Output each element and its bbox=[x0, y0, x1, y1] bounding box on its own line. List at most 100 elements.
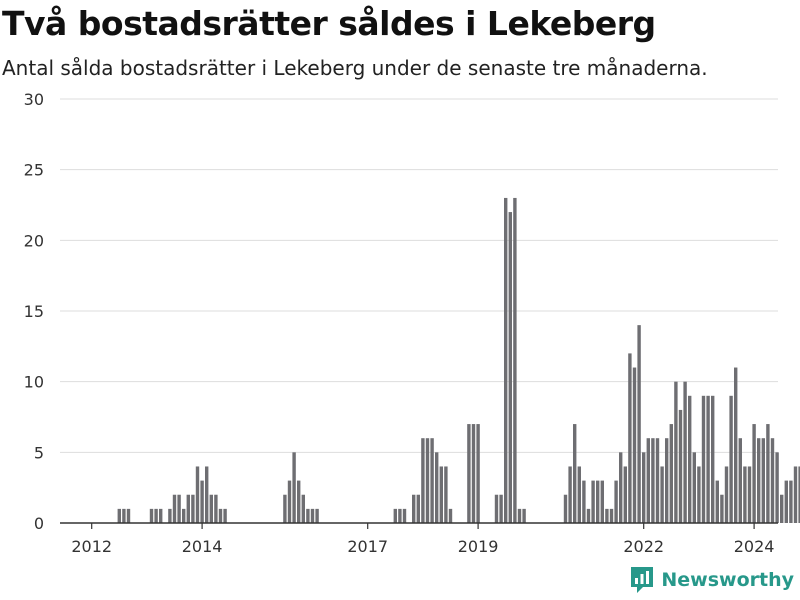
x-axis-ticks: 2012 2014 2017 2019 2022 2024 bbox=[71, 523, 774, 556]
bar bbox=[655, 438, 660, 523]
bar bbox=[421, 438, 425, 523]
bar bbox=[646, 438, 650, 523]
bar bbox=[775, 452, 779, 523]
x-tick-label: 2024 bbox=[734, 537, 775, 556]
bar bbox=[292, 452, 296, 523]
bar bbox=[425, 438, 430, 523]
bar bbox=[522, 508, 526, 523]
bar bbox=[517, 508, 522, 523]
bar bbox=[513, 197, 517, 523]
bar bbox=[747, 466, 752, 523]
bar bbox=[301, 494, 305, 523]
bar bbox=[209, 494, 213, 523]
bar bbox=[297, 480, 301, 523]
bar bbox=[191, 494, 195, 523]
bar bbox=[784, 480, 788, 523]
bar bbox=[637, 325, 641, 523]
bar bbox=[582, 480, 586, 523]
bar bbox=[435, 452, 439, 523]
x-tick-label: 2019 bbox=[458, 537, 499, 556]
bar bbox=[697, 466, 701, 523]
bar bbox=[642, 452, 646, 523]
y-tick-label: 20 bbox=[24, 231, 44, 250]
bar bbox=[628, 353, 632, 523]
gridlines bbox=[60, 98, 778, 453]
bar bbox=[448, 508, 453, 523]
x-tick-label: 2022 bbox=[623, 537, 664, 556]
bar bbox=[780, 494, 784, 523]
bar bbox=[706, 395, 710, 523]
bar bbox=[665, 438, 669, 523]
bar bbox=[195, 466, 200, 523]
bar bbox=[573, 424, 577, 523]
bar bbox=[563, 494, 568, 523]
bar bbox=[609, 508, 614, 523]
y-tick-label: 30 bbox=[24, 90, 44, 109]
bar bbox=[692, 452, 696, 523]
bar bbox=[200, 480, 204, 523]
bar bbox=[678, 409, 683, 523]
bar bbox=[168, 508, 172, 523]
bar bbox=[283, 494, 287, 523]
bar bbox=[402, 508, 407, 523]
bar bbox=[577, 466, 581, 523]
chart-title: Två bostadsrätter såldes i Lekeberg bbox=[2, 4, 656, 43]
bar bbox=[214, 494, 218, 523]
bar bbox=[504, 197, 508, 523]
bar bbox=[605, 508, 609, 523]
bar bbox=[398, 508, 402, 523]
bar bbox=[444, 466, 448, 523]
newsworthy-logo-icon bbox=[631, 567, 654, 593]
bar bbox=[798, 466, 800, 523]
bar bbox=[761, 438, 765, 523]
bar bbox=[586, 508, 591, 523]
bar bbox=[154, 508, 158, 523]
bar bbox=[117, 508, 121, 523]
brand-logo: Newsworthy bbox=[629, 565, 794, 595]
bar bbox=[770, 438, 775, 523]
bar bbox=[467, 424, 471, 523]
bar bbox=[596, 480, 600, 523]
bar bbox=[720, 494, 724, 523]
bar bbox=[430, 438, 434, 523]
y-tick-label: 10 bbox=[24, 373, 44, 392]
bar bbox=[182, 508, 186, 523]
bar bbox=[729, 395, 733, 523]
bar bbox=[715, 480, 719, 523]
bar bbox=[766, 424, 770, 523]
bar bbox=[159, 508, 163, 523]
bars bbox=[117, 197, 800, 524]
y-tick-label: 0 bbox=[34, 514, 44, 533]
brand-name: Newsworthy bbox=[661, 569, 794, 591]
bar bbox=[186, 494, 190, 523]
bar bbox=[126, 508, 131, 523]
bar bbox=[757, 438, 761, 523]
bar bbox=[177, 494, 181, 523]
bar bbox=[494, 494, 499, 523]
bar bbox=[568, 466, 572, 523]
bar bbox=[734, 367, 738, 523]
bar bbox=[660, 466, 664, 523]
bar bbox=[508, 212, 512, 524]
bar bbox=[287, 480, 292, 523]
bar bbox=[789, 480, 793, 523]
y-axis-ticks: 0 5 10 15 20 25 30 bbox=[24, 90, 44, 533]
bar bbox=[743, 466, 747, 523]
bar bbox=[688, 395, 692, 523]
bar bbox=[591, 480, 595, 523]
bar bbox=[674, 381, 678, 523]
bar bbox=[149, 508, 154, 523]
bar bbox=[499, 494, 503, 523]
bar bbox=[701, 395, 706, 523]
x-tick-label: 2014 bbox=[182, 537, 223, 556]
bar bbox=[752, 424, 756, 523]
bar bbox=[683, 381, 687, 523]
bar bbox=[669, 424, 673, 523]
bar bbox=[600, 480, 604, 523]
y-tick-label: 25 bbox=[24, 161, 44, 180]
bar bbox=[651, 438, 655, 523]
bar bbox=[619, 452, 623, 523]
bar bbox=[218, 508, 223, 523]
bar bbox=[439, 466, 443, 523]
